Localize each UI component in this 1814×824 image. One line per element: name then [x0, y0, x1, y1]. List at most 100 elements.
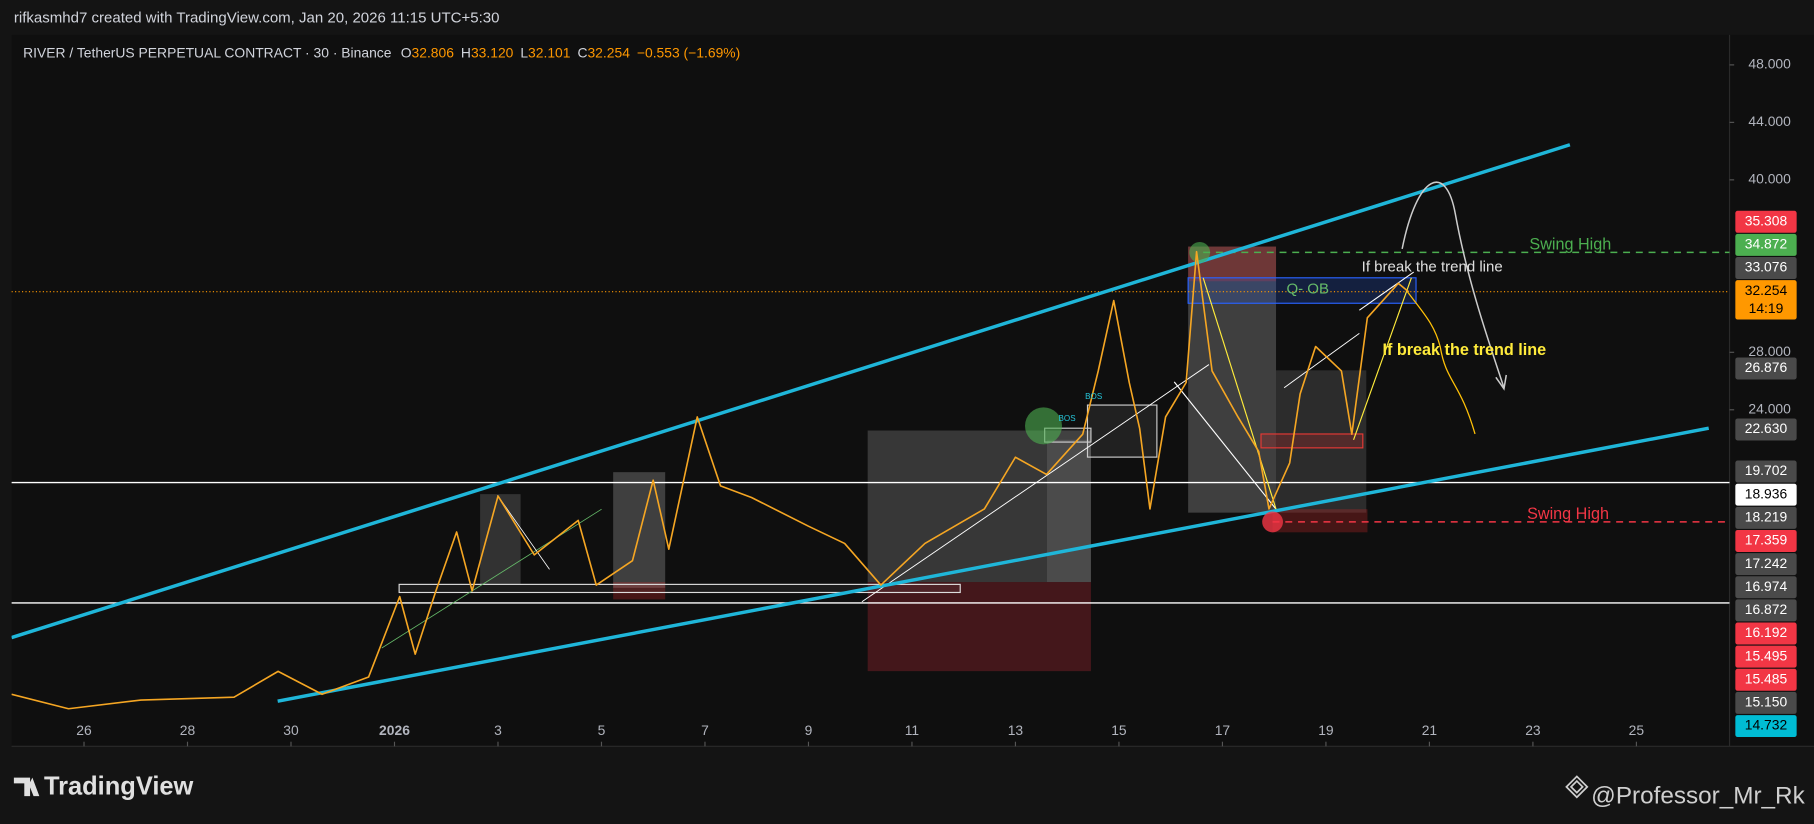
- x-tick-label: 13: [1008, 722, 1024, 738]
- price-label: 15.495: [1745, 647, 1788, 663]
- annotation: Swing High: [1529, 236, 1611, 254]
- y-tick-label: 48.000: [1748, 56, 1791, 72]
- x-tick-label: 2026: [379, 722, 410, 738]
- legend: RIVER / TetherUS PERPETUAL CONTRACT · 30…: [23, 44, 740, 60]
- price-label-box: [1735, 483, 1797, 506]
- logo-text: TradingView: [44, 773, 194, 801]
- zone: [867, 430, 1091, 583]
- price-label-box: [1735, 553, 1797, 576]
- price-label-box: [1735, 645, 1797, 668]
- drawing-line: [381, 508, 602, 649]
- projection-arrow: [1495, 374, 1508, 391]
- ohlc-key: C: [577, 44, 587, 60]
- zone: [1276, 370, 1367, 513]
- trend-line-lower: [277, 426, 1710, 703]
- price-label-box: [1735, 622, 1797, 645]
- ohlc-value: 32.101: [528, 44, 571, 60]
- x-tick-label: 11: [905, 722, 920, 738]
- x-tick-label: 7: [701, 722, 709, 738]
- drawing-line: [1283, 332, 1360, 389]
- zone: [1260, 433, 1364, 449]
- ohlc-value: 32.254: [587, 44, 630, 60]
- price-label-box: [1735, 357, 1797, 380]
- ohlc-key: L: [520, 44, 528, 60]
- zone: [613, 582, 666, 600]
- drawing-line: [1359, 271, 1415, 311]
- price-series: [11, 250, 1410, 710]
- ohlc-key: O: [401, 44, 412, 60]
- price-label: 32.254: [1745, 282, 1788, 298]
- ohlc-value: 32.806: [412, 44, 455, 60]
- price-label: 18.936: [1745, 485, 1788, 501]
- author: @Professor_Mr_Rk: [1591, 783, 1805, 810]
- annotation: Swing High: [1527, 505, 1609, 523]
- drawing-line: [861, 364, 1210, 603]
- y-tick-label: 40.000: [1748, 171, 1791, 187]
- zone: [1187, 277, 1417, 304]
- x-tick-label: 25: [1629, 722, 1645, 738]
- marker: [1189, 241, 1211, 263]
- zone: [867, 582, 1091, 672]
- price-label-box: [1735, 691, 1797, 714]
- price-label-box: [1735, 599, 1797, 622]
- drawing-line: [1173, 381, 1277, 510]
- price-line: [11, 250, 1410, 710]
- price-label: 16.974: [1745, 578, 1788, 594]
- price-label-box: [1735, 715, 1797, 738]
- annotation: BOS: [1059, 414, 1077, 423]
- x-tick-label: 19: [1318, 722, 1334, 738]
- zone: [1272, 509, 1368, 533]
- price-label-box: [1735, 460, 1797, 483]
- annotation: If break the trend line: [1382, 341, 1546, 359]
- trend-line-upper: [11, 143, 1571, 640]
- price-label-box: [1735, 280, 1797, 320]
- price-label: 17.359: [1745, 532, 1788, 548]
- price-label: 19.702: [1745, 462, 1788, 478]
- zone: [613, 472, 666, 588]
- x-tick-label: 17: [1215, 722, 1231, 738]
- y-tick-label: 44.000: [1748, 113, 1791, 129]
- annotation: Q- OB: [1286, 280, 1329, 297]
- x-tick-label: 3: [494, 722, 502, 738]
- x-tick-label: 21: [1422, 722, 1438, 738]
- zone: [1046, 439, 1091, 583]
- footer: TradingView @Professor_Mr_Rk: [13, 773, 1806, 810]
- price-label: 16.872: [1745, 601, 1788, 617]
- zone: [1086, 404, 1158, 458]
- ohlc-key: H: [461, 44, 471, 60]
- projection: [1401, 181, 1505, 388]
- y-tick-label: 24.000: [1748, 400, 1791, 416]
- countdown: 14:19: [1749, 300, 1784, 316]
- marker: [1262, 511, 1283, 533]
- price-label: 16.192: [1745, 624, 1788, 640]
- author-icon: [1565, 775, 1589, 799]
- logo-icon: [13, 777, 40, 797]
- ohlc-value: 33.120: [471, 44, 514, 60]
- annotation: If break the trend line: [1362, 258, 1503, 275]
- price-label-box: [1735, 257, 1797, 280]
- x-tick-label: 23: [1525, 722, 1541, 738]
- zone: [398, 583, 961, 594]
- x-tick-label: 26: [76, 722, 92, 738]
- drawings: [11, 143, 1730, 703]
- x-tick-label: 28: [180, 722, 196, 738]
- annotation: BOS: [1085, 392, 1103, 401]
- drawing-line: [1202, 277, 1277, 510]
- projection: [1405, 288, 1476, 435]
- price-label: 22.630: [1745, 420, 1788, 436]
- drawing-line: [1353, 277, 1412, 440]
- x-tick-label: 15: [1111, 722, 1127, 738]
- price-label-box: [1735, 529, 1797, 552]
- price-label: 34.872: [1745, 236, 1788, 252]
- price-label: 18.219: [1745, 508, 1788, 524]
- price-label: 15.150: [1745, 694, 1788, 710]
- price-label-box: [1735, 668, 1797, 691]
- price-label: 26.876: [1745, 359, 1788, 375]
- price-label: 15.485: [1745, 670, 1788, 686]
- overlay: If break the trend line Q- OB Swing High If…: [76, 56, 1797, 747]
- y-tick-label: 28.000: [1748, 343, 1791, 359]
- price-label: 33.076: [1745, 259, 1788, 275]
- x-tick-label: 9: [805, 722, 813, 738]
- price-label: 35.308: [1745, 212, 1788, 228]
